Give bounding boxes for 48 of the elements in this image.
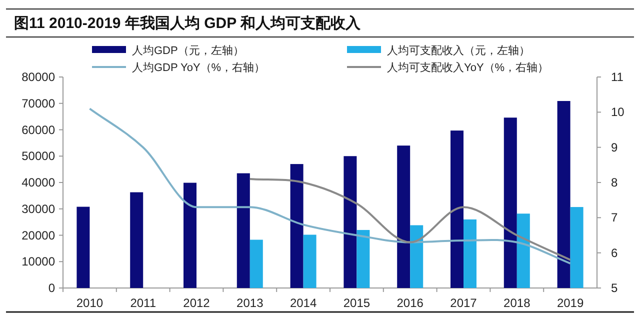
- x-tick-label: 2014: [290, 296, 317, 310]
- y-tick-label: 60000: [22, 122, 56, 137]
- legend-label: 人均GDP YoY（%，右轴）: [132, 61, 266, 74]
- bar: [397, 146, 410, 288]
- bar: [290, 164, 304, 288]
- bar: [410, 225, 424, 288]
- x-tick-label: 2010: [76, 296, 104, 310]
- y-tick-label: 30000: [22, 202, 56, 216]
- y2-tick-label: 6: [611, 246, 618, 260]
- y2-tick-label: 10: [611, 105, 625, 120]
- y2-tick-label: 7: [611, 210, 618, 225]
- y2-tick-label: 5: [611, 281, 618, 295]
- bar: [516, 214, 530, 288]
- x-tick-label: 2019: [556, 296, 584, 310]
- x-tick-label: 2012: [183, 296, 210, 310]
- legend-label: 人均GDP（元，左轴）: [132, 44, 244, 57]
- bar: [184, 182, 196, 288]
- chart-title: 图11 2010-2019 年我国人均 GDP 和人均可支配收入: [14, 15, 362, 32]
- y-tick-label: 50000: [22, 149, 56, 164]
- y2-tick-label: 9: [611, 140, 618, 154]
- bar: [450, 130, 464, 288]
- y-tick-label: 20000: [22, 228, 56, 242]
- y-tick-label: 10000: [22, 254, 56, 269]
- y-tick-label: 80000: [22, 70, 56, 84]
- bar: [344, 156, 357, 288]
- bar: [236, 173, 250, 288]
- bar: [356, 230, 370, 288]
- bar: [250, 240, 263, 288]
- bar: [570, 207, 584, 288]
- bar: [130, 192, 144, 288]
- bar: [303, 234, 316, 288]
- x-tick-label: 2016: [396, 296, 424, 310]
- y2-tick-label: 11: [611, 70, 624, 84]
- x-tick-label: 2018: [504, 296, 531, 310]
- legend-label: 人均可支配收入YoY（%，右轴）: [387, 61, 549, 74]
- x-tick-label: 2011: [130, 296, 156, 310]
- bar: [464, 219, 476, 288]
- y-tick-label: 0: [48, 281, 56, 295]
- legend-label: 人均可支配收入（元，左轴）: [387, 44, 530, 57]
- x-tick-label: 2015: [343, 296, 370, 310]
- x-tick-label: 2017: [450, 296, 478, 310]
- y-tick-label: 70000: [22, 96, 56, 110]
- y-tick-label: 40000: [22, 176, 56, 190]
- bar: [504, 118, 517, 288]
- x-tick-label: 2013: [236, 296, 264, 310]
- bar: [76, 206, 90, 288]
- bar: [557, 101, 570, 288]
- y2-tick-label: 8: [611, 176, 618, 190]
